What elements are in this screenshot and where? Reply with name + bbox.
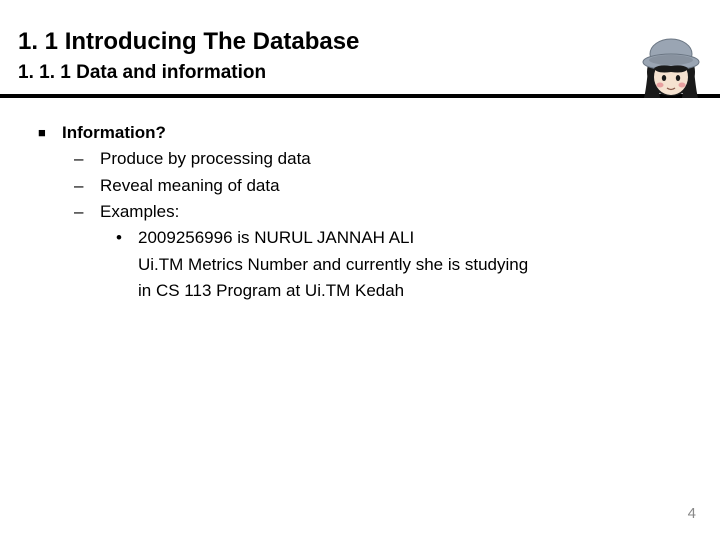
square-bullet-icon: ■ [38, 120, 62, 146]
bullet-text: Examples: [100, 199, 179, 225]
bullet-text: Reveal meaning of data [100, 173, 280, 199]
slide-title: 1. 1 Introducing The Database [18, 28, 702, 56]
bullet-continuation: in CS 113 Program at Ui.TM Kedah [38, 278, 720, 304]
bullet-level-2: – Produce by processing data [38, 146, 720, 172]
avatar-illustration [640, 30, 702, 100]
bullet-level-1: ■ Information? [38, 120, 720, 146]
bullet-level-2: – Reveal meaning of data [38, 173, 720, 199]
bullet-text: Information? [62, 120, 166, 146]
dot-bullet-icon: • [116, 225, 138, 251]
bullet-level-3: • 2009256996 is NURUL JANNAH ALI [38, 225, 720, 251]
bullet-level-2: – Examples: [38, 199, 720, 225]
bullet-text: Produce by processing data [100, 146, 311, 172]
slide-subtitle: 1. 1. 1 Data and information [18, 62, 702, 84]
slide-content: ■ Information? – Produce by processing d… [0, 98, 720, 304]
bullet-text: 2009256996 is NURUL JANNAH ALI [138, 225, 414, 251]
dash-bullet-icon: – [74, 173, 100, 199]
page-number: 4 [688, 505, 696, 522]
bullet-continuation: Ui.TM Metrics Number and currently she i… [38, 252, 720, 278]
dash-bullet-icon: – [74, 199, 100, 225]
dash-bullet-icon: – [74, 146, 100, 172]
